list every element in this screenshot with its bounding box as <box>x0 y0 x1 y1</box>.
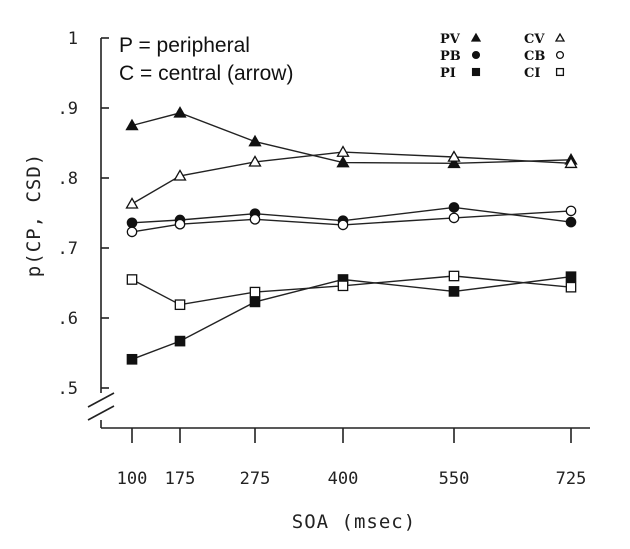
x-axis-title: SOA (msec) <box>292 511 416 533</box>
series-line-pb <box>131 206 572 224</box>
legend-marker-pv <box>470 32 482 42</box>
legend-label-pv: PV <box>440 32 461 47</box>
legend-marker-cb <box>555 50 565 60</box>
data-point-cv <box>336 145 350 157</box>
series-line-ci <box>131 275 572 306</box>
legend-marker-pb <box>471 50 481 60</box>
legend-marker-pi <box>471 67 481 77</box>
series-pi <box>126 271 577 365</box>
data-point-pv <box>173 106 187 118</box>
series-line-pi <box>131 276 572 360</box>
data-point-cb <box>337 219 349 231</box>
data-point-cv <box>125 197 139 209</box>
series-cb <box>126 205 577 238</box>
legend-marker-ci <box>555 67 565 77</box>
y-tick-label: 1 <box>68 29 78 49</box>
data-point-pi <box>249 296 261 308</box>
axes <box>87 38 590 429</box>
series-group <box>125 106 578 365</box>
x-tick-label: 725 <box>556 469 587 489</box>
axis-break-mark-1 <box>87 392 115 408</box>
series-cv <box>125 145 578 209</box>
data-point-pi <box>126 353 138 365</box>
note-central: C = central (arrow) <box>119 62 293 85</box>
x-tick-label: 275 <box>240 469 271 489</box>
data-point-ci <box>337 280 349 292</box>
data-point-pb <box>565 216 577 228</box>
y-tick-label: .6 <box>58 309 78 329</box>
series-line-cv <box>131 151 572 205</box>
data-point-cb <box>448 212 460 224</box>
data-point-pi <box>448 286 460 297</box>
data-point-cb <box>565 205 577 217</box>
data-point-pv <box>447 156 461 169</box>
data-point-cv <box>248 155 262 167</box>
y-tick-label: .8 <box>58 169 78 189</box>
series-pv <box>125 106 578 169</box>
data-point-pi <box>565 271 577 283</box>
data-point-ci <box>448 270 460 282</box>
data-point-pb <box>126 217 138 229</box>
note-peripheral: P = peripheral <box>119 34 250 57</box>
x-tick-label: 400 <box>328 469 359 489</box>
y-ticks: .5 .6 .7 .8 .9 1 <box>58 29 109 399</box>
data-point-cb <box>174 218 186 230</box>
data-point-ci <box>565 281 577 293</box>
data-point-pv <box>125 118 139 131</box>
series-line-pv <box>131 112 572 165</box>
data-point-cv <box>173 169 187 181</box>
legend-label-cv: CV <box>524 32 545 47</box>
y-tick-label: .9 <box>58 99 78 119</box>
legend-label-cb: CB <box>524 49 545 64</box>
legend-marker-cv <box>554 32 566 42</box>
data-point-ci <box>126 274 138 285</box>
data-point-pv <box>248 134 262 147</box>
x-tick-label: 175 <box>165 469 196 489</box>
legend-label-ci: CI <box>524 66 540 81</box>
legend-label-pb: PB <box>440 49 461 64</box>
y-tick-label: .7 <box>58 239 78 259</box>
y-axis-title: p(CP, CSD) <box>23 153 45 277</box>
axis-break-mark-2 <box>87 405 115 421</box>
series-ci <box>126 270 577 311</box>
data-point-cb <box>126 226 138 238</box>
legend-label-pi: PI <box>440 66 456 81</box>
data-point-pi <box>174 335 186 347</box>
data-point-ci <box>174 299 186 311</box>
legend: PV CV PB CB PI CI <box>440 32 566 81</box>
data-point-cv <box>564 156 578 169</box>
data-point-ci <box>249 286 261 298</box>
series-line-cb <box>131 210 572 233</box>
y-tick-label: .5 <box>58 379 78 399</box>
data-point-pb <box>448 202 460 213</box>
x-ticks: 100 175 275 400 550 725 <box>117 428 587 489</box>
x-tick-label: 550 <box>439 469 470 489</box>
data-point-cb <box>249 213 261 225</box>
x-tick-label: 100 <box>117 469 148 489</box>
data-point-pv <box>336 155 350 168</box>
data-point-cv <box>447 150 461 162</box>
